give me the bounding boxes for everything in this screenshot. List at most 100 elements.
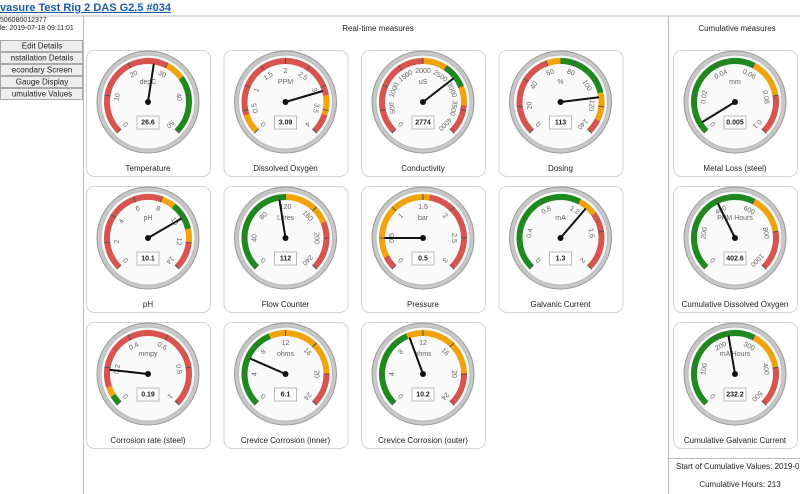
page-title[interactable]: vasure Test Rig 2 DAS G2.5 #034 (0, 2, 172, 14)
gauge-band (241, 194, 286, 270)
gauge-tick-label: 0 (397, 392, 405, 400)
gauge-tick (185, 241, 192, 244)
gauge-band (104, 58, 168, 134)
menu-button[interactable] (0, 40, 83, 52)
gauge-needle (147, 63, 155, 103)
gauge-band (428, 194, 467, 270)
gauge-value-box (411, 115, 435, 130)
gauge-tick (529, 264, 534, 270)
gauge-tick (306, 65, 311, 71)
gauge-tick (254, 400, 259, 406)
gauge-tick-label: 16 (439, 347, 450, 358)
gauge-tick (174, 264, 180, 270)
gauge-tick (587, 264, 592, 270)
gauge-needle (559, 208, 587, 239)
gauge-tick (592, 78, 599, 83)
gauge-tick (460, 108, 467, 112)
gauge-tick (312, 342, 317, 348)
gauge-label: Galvanic Current (530, 300, 591, 309)
gauge-value: 402.6 (726, 255, 744, 262)
gauge-tick (703, 128, 709, 134)
gauge-tick (516, 105, 523, 108)
gauge-tick (449, 206, 455, 212)
gauge-value: 0.005 (726, 119, 744, 126)
gauge-label: Corrosion rate (steel) (110, 436, 185, 445)
gauge-tick (322, 108, 329, 112)
gauge-tick-label: 0.4 (128, 341, 140, 352)
gauge-tick-label: 300 (742, 341, 756, 353)
menu-button-label[interactable]: Edit Details (22, 42, 62, 51)
gauge-band (422, 58, 448, 71)
gauge-tick (104, 366, 111, 369)
gauge-tick-label: 0.08 (761, 90, 770, 105)
gauge-tick (391, 264, 397, 270)
menu-button-label[interactable]: Gauge Display (16, 78, 68, 87)
gauge-unit: PPM (278, 79, 293, 86)
gauge-band (752, 62, 779, 97)
gauge-value: 3.09 (279, 119, 293, 126)
gauge-tick-label: 12 (282, 340, 290, 347)
gauge-tick-label: 20 (129, 70, 139, 80)
gauge-tick (379, 108, 386, 112)
gauge-tick-label: 24 (302, 390, 313, 401)
gauge-needle (147, 217, 182, 239)
gauge-hub (732, 371, 738, 377)
gauge-value: 1.3 (556, 255, 566, 262)
gauge-unit: ohms (414, 351, 432, 358)
gauge-tick (254, 264, 259, 270)
gauge-tick (516, 230, 524, 233)
gauge-value-box (274, 387, 297, 402)
menu-button[interactable] (0, 88, 83, 100)
gauge-tick-label: 100 (700, 363, 709, 376)
gauge-band (691, 330, 755, 406)
gauge-tick (691, 366, 698, 369)
gauge-label: Pressure (407, 300, 440, 309)
gauge-tick (772, 366, 779, 369)
gauge-value: 6.1 (281, 391, 291, 398)
cumulative-start: Start of Cumulative Values: 2019-07-0 (676, 462, 800, 471)
gauge-label: Dissolved Oxygen (253, 164, 317, 173)
section-title: Cumulative measures (698, 24, 775, 33)
gauge-label: Temperature (126, 164, 171, 173)
gauge-tick-label: 4 (251, 372, 258, 376)
gauge-needle (727, 335, 736, 375)
gauge-tick (545, 60, 549, 67)
menu-button[interactable] (0, 64, 83, 76)
gauge-hub (557, 235, 564, 241)
gauge-tick-label: 6 (135, 205, 141, 213)
gauge-tick (174, 128, 180, 134)
gauge-tick-label: 4 (118, 218, 126, 225)
gauge-label: pH (143, 300, 153, 309)
menu-button-label[interactable]: nstallation Details (11, 54, 74, 63)
gauge-needle (559, 96, 600, 103)
menu-button-label[interactable]: umulative Values (12, 90, 72, 99)
gauge-hub (282, 99, 289, 105)
gauge-tick (529, 128, 534, 134)
gauge-tick-label: 3.5 (311, 103, 320, 114)
gauge-tick (714, 198, 719, 205)
menu-button-label[interactable]: econdary Screen (12, 66, 72, 75)
device-date: le: 2019-07-18 09:11:01 (0, 25, 74, 32)
gauge-tick-label: 0.6 (156, 341, 168, 352)
gauge-band (312, 221, 330, 270)
gauge-needle (422, 77, 455, 103)
gauge-band (752, 334, 779, 369)
menu-button[interactable] (0, 76, 83, 88)
gauge-tick-label: 14 (164, 254, 175, 265)
gauge-band (761, 95, 779, 134)
gauge-tick-label: 20 (450, 370, 457, 378)
gauge-tick-label: 200 (700, 227, 709, 240)
gauge-band (268, 330, 330, 375)
gauge-tick-label: 12 (175, 237, 183, 246)
gauge-tick (577, 198, 581, 205)
gauge-value-box (274, 251, 297, 266)
menu-button[interactable] (0, 52, 83, 64)
gauge-tick (587, 128, 592, 134)
gauge-tick (254, 342, 259, 348)
gauge-tick (260, 65, 265, 71)
gauge-band (761, 367, 779, 406)
gauge-tick-label: 2 (578, 256, 586, 264)
gauge-tick-label: 1 (397, 212, 405, 220)
gauge-tick-label: 12 (419, 340, 427, 347)
